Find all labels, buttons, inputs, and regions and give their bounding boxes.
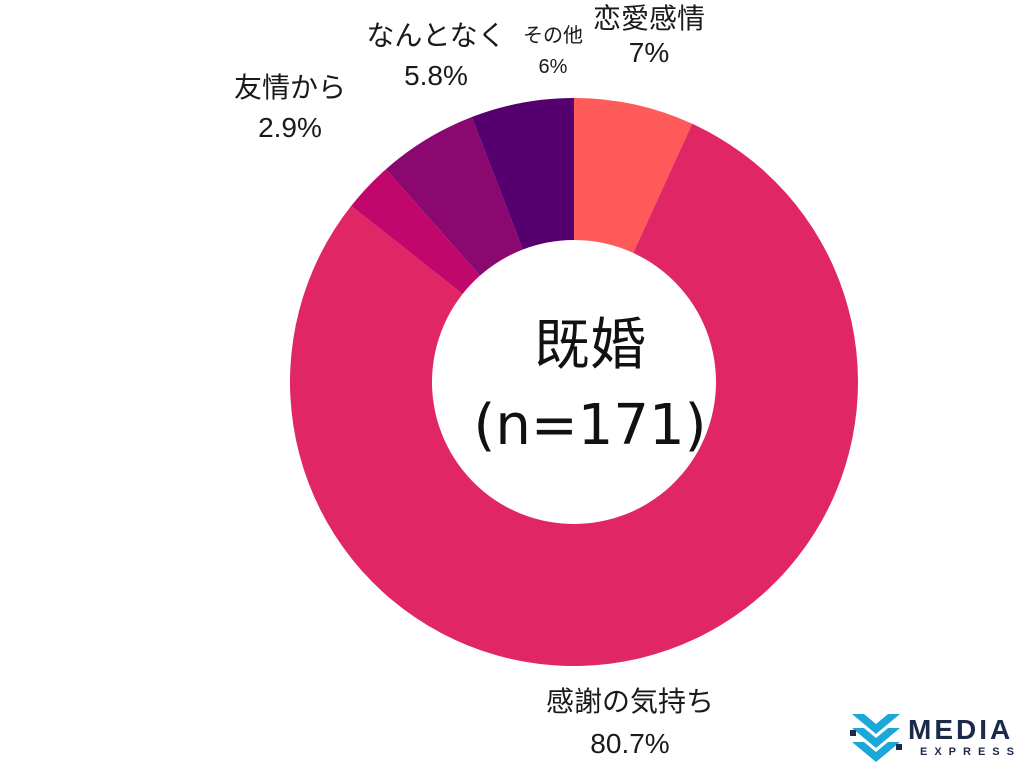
- slice-label-friendship-name: 友情から: [233, 71, 346, 104]
- slice-label-other-name: その他: [523, 23, 583, 47]
- slice-label-somehow-name: なんとなく: [366, 19, 506, 52]
- donut-slices: [290, 98, 859, 667]
- slice-label-gratitude: 感謝の気持ち 80.7%: [515, 682, 745, 766]
- slice-romance: [574, 98, 693, 253]
- slice-label-other-value: 6%: [538, 56, 568, 78]
- slice-other: [471, 98, 574, 250]
- slice-gratitude: [290, 123, 859, 667]
- slice-label-romance-value: 7%: [628, 37, 670, 68]
- slice-somehow: [385, 117, 523, 276]
- logo-subtitle: EXPRESS: [920, 746, 1021, 758]
- center-title: 既婚: [534, 313, 646, 378]
- center-sample-size: (n=171): [473, 393, 707, 458]
- slice-label-other: その他 6%: [510, 20, 596, 84]
- slice-label-somehow-value: 5.8%: [404, 60, 468, 91]
- slice-label-friendship: 友情から 2.9%: [210, 68, 370, 148]
- slice-label-romance: 恋愛感情 7%: [574, 2, 724, 70]
- slice-label-gratitude-value: 80.7%: [590, 728, 670, 759]
- slice-label-gratitude-name: 感謝の気持ち: [545, 685, 714, 718]
- slice-label-somehow: なんとなく 5.8%: [346, 16, 526, 96]
- logo-wordmark: MEDIA: [908, 714, 1014, 745]
- slice-label-romance-name: 恋愛感情: [592, 2, 705, 35]
- slice-friendship: [351, 169, 480, 294]
- media-express-logo: MEDIA EXPRESS: [848, 708, 1024, 764]
- slice-label-friendship-value: 2.9%: [258, 112, 322, 143]
- stacked-chevron-logo-icon: [850, 714, 902, 762]
